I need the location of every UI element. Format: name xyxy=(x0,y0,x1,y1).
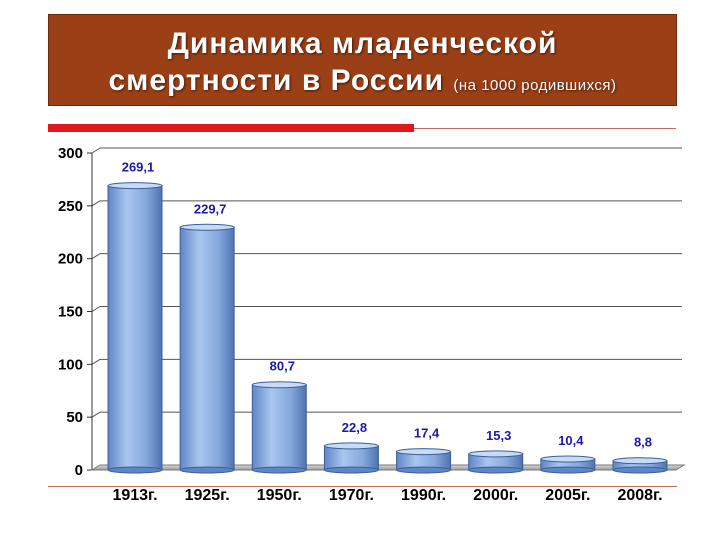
data-label: 80,7 xyxy=(270,359,295,374)
gridline-diagonal xyxy=(91,253,101,260)
bar-top xyxy=(612,457,668,465)
gridline-diagonal xyxy=(91,147,101,154)
data-label: 15,3 xyxy=(486,428,511,443)
slide-subtitle: (на 1000 родившихся) xyxy=(453,77,617,94)
x-tick-label: 1990г. xyxy=(401,487,446,504)
bar-top xyxy=(540,455,596,463)
data-label: 17,4 xyxy=(414,426,440,441)
y-tick-label: 0 xyxy=(75,462,83,479)
x-tick-label: 1913г. xyxy=(112,487,157,504)
x-tick-label: 1925г. xyxy=(185,487,230,504)
bar-top xyxy=(468,450,524,458)
bar xyxy=(323,442,379,474)
data-label: 269,1 xyxy=(122,160,155,175)
y-tick-label: 50 xyxy=(66,409,83,426)
x-tick-label: 1970г. xyxy=(329,487,374,504)
bottom-divider xyxy=(48,486,677,487)
bar xyxy=(396,448,452,474)
data-label: 229,7 xyxy=(194,201,227,216)
bar-base xyxy=(107,466,163,474)
gridlines xyxy=(87,147,682,471)
bar-base xyxy=(468,466,524,474)
bar-body xyxy=(107,185,163,471)
title-banner: Динамика младенческой смертности в Росси… xyxy=(48,14,677,106)
divider-line xyxy=(414,128,676,129)
x-tick-label: 2005г. xyxy=(545,487,590,504)
bar-top xyxy=(179,223,235,231)
bar xyxy=(179,223,235,474)
gridline-diagonal xyxy=(91,306,101,312)
gridline-diagonal xyxy=(91,200,101,207)
bar xyxy=(251,381,307,474)
bar-top xyxy=(107,182,163,190)
bar-body xyxy=(179,226,235,471)
x-tick-label: 2000г. xyxy=(473,487,518,504)
bar-top xyxy=(396,448,452,456)
y-tick-label: 250 xyxy=(58,198,83,215)
accent-red-bar xyxy=(48,124,414,132)
bars xyxy=(107,182,668,474)
x-tick-label: 1950г. xyxy=(257,487,302,504)
bar-base xyxy=(612,466,668,474)
bar-base xyxy=(323,466,379,474)
gridline-diagonal xyxy=(91,411,101,418)
slide-title-line1: Динамика младенческой xyxy=(167,27,558,60)
y-tick-label: 150 xyxy=(58,304,83,321)
bar-base xyxy=(540,466,596,474)
y-tick-label: 100 xyxy=(58,356,83,373)
bar xyxy=(107,182,163,474)
x-tick-label: 2008г. xyxy=(617,487,662,504)
bar-base xyxy=(179,466,235,474)
bar-base xyxy=(396,466,452,474)
data-label: 22,8 xyxy=(342,420,367,435)
bar xyxy=(540,455,596,474)
bar xyxy=(468,450,524,474)
labels: 0 50 100 150 200 250 300 269,1 1913г. 229,7 1925г.… xyxy=(58,145,663,504)
bar-body xyxy=(323,445,379,471)
gridline-diagonal xyxy=(91,358,101,365)
data-label: 8,8 xyxy=(634,435,652,450)
slide-title-line2-text: смертности в России xyxy=(108,64,445,97)
bar-base xyxy=(251,466,307,474)
bar xyxy=(612,457,668,474)
slide-title-line2: смертности в России (на 1000 родившихся) xyxy=(49,64,676,98)
y-tick-label: 200 xyxy=(58,251,83,268)
bar-top xyxy=(251,381,307,389)
data-label: 10,4 xyxy=(558,433,584,448)
y-tick-label: 300 xyxy=(58,145,83,162)
bar-top xyxy=(323,442,379,450)
bar-body xyxy=(251,384,307,471)
